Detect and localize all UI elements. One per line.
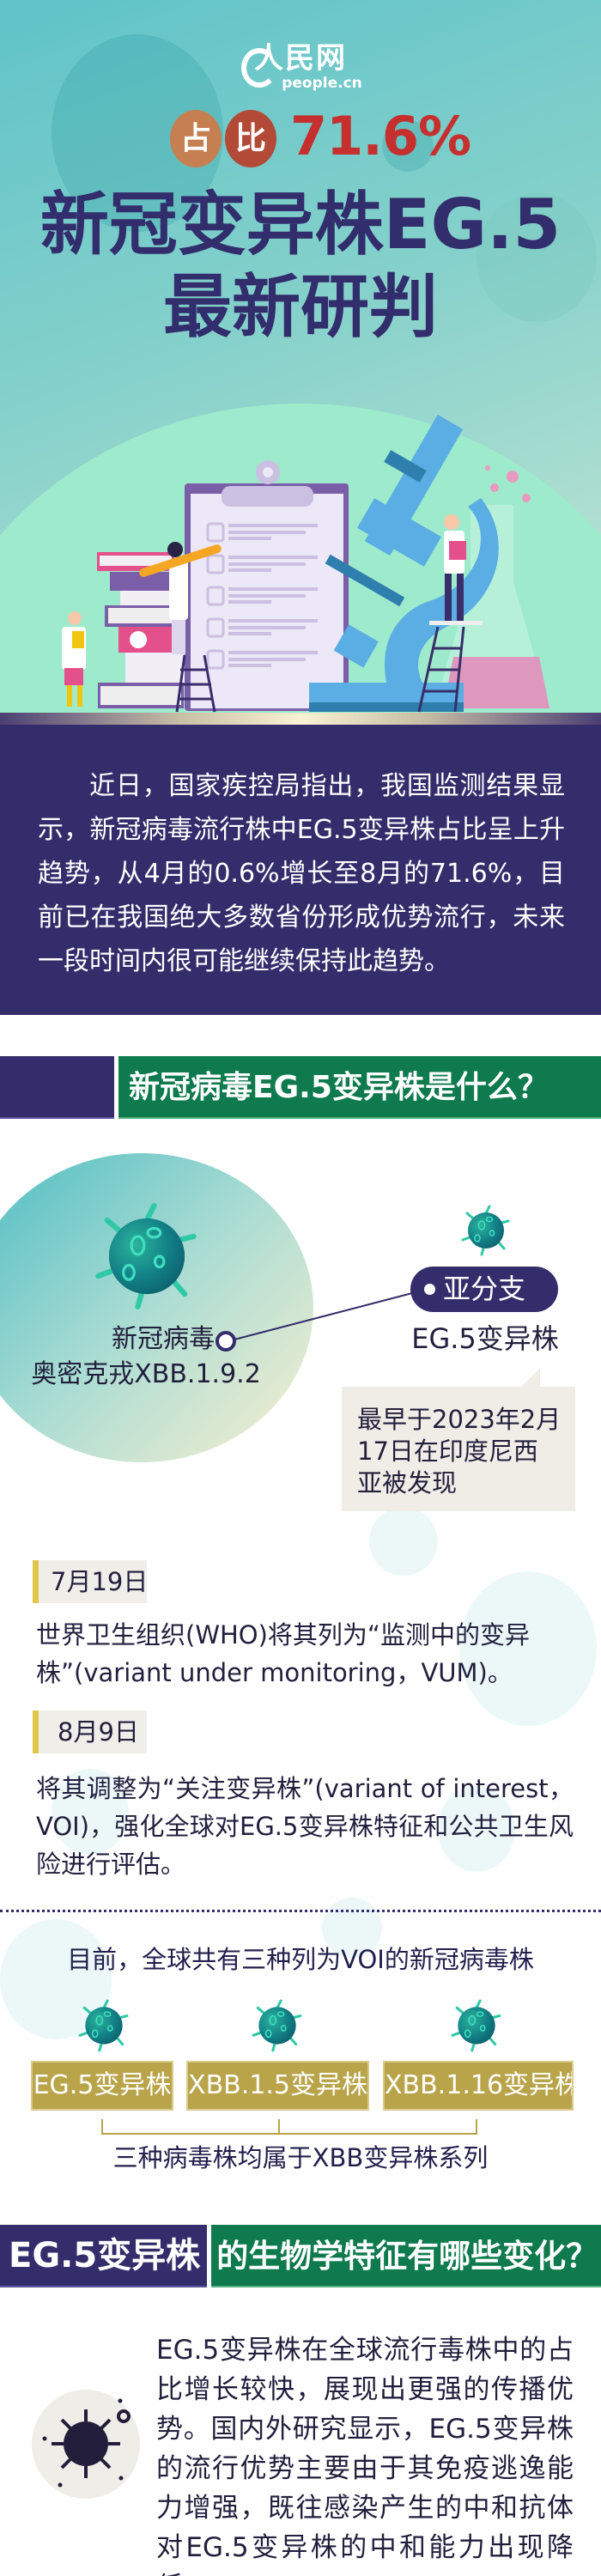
timeline-date: 7月19日 xyxy=(33,1560,148,1603)
page-title-line2: 最新研判 xyxy=(163,267,438,347)
subbranch-pill: 亚分支 xyxy=(410,1267,558,1312)
background-virus-icon xyxy=(438,1786,515,1872)
percentage-headline: 71.6% xyxy=(290,105,471,167)
intro-panel: 近日，国家疾控局指出，我国监测结果显示，新冠病毒流行株中EG.5变异株占比呈上升… xyxy=(0,725,601,1015)
timeline-text: 世界卫生组织(WHO)将其列为“监测中的变异株”(variant under m… xyxy=(36,1620,530,1687)
grouping-bracket xyxy=(101,2119,477,2135)
background-virus-icon xyxy=(382,120,434,172)
section-heading-what-is-eg5: 新冠病毒EG.5变异株是什么？ xyxy=(0,1056,601,1119)
virus-icon xyxy=(77,1999,131,2052)
timeline: 7月19日 世界卫生组织(WHO)将其列为“监测中的变异株”(variant u… xyxy=(33,1560,574,1883)
child-strain-label: EG.5变异株 xyxy=(411,1322,559,1355)
section-heading-biology: EG.5变异株 的生物学特征有哪些变化？ xyxy=(0,2225,601,2287)
virus-icon-circle xyxy=(32,2390,140,2499)
voi-strain-box: XBB.1.16变异株 xyxy=(383,2061,574,2111)
voi-intro-text: 目前，全球共有三种列为VOI的新冠病毒株 xyxy=(67,1945,534,1974)
heading-gap xyxy=(114,1056,118,1119)
voi-strain-box: XBB.1.5变异株 xyxy=(186,2061,369,2111)
biology-text: EG.5变异株在全球流行毒株中的占比增长较快，展现出更强的传播优势。国内外研究显… xyxy=(156,2335,574,2576)
section-heading-text: 新冠病毒EG.5变异株是什么？ xyxy=(118,1056,601,1119)
lab-illustration xyxy=(0,404,601,714)
page-title-line1: 新冠变异株EG.5 xyxy=(39,185,562,264)
divider-strip xyxy=(0,713,601,725)
timeline-date: 8月9日 xyxy=(33,1710,147,1753)
people-logo-icon xyxy=(241,48,277,88)
scientist-figure xyxy=(62,611,86,707)
logo-text-en: people.cn xyxy=(282,75,362,92)
parent-strain-circle xyxy=(0,1153,313,1462)
heading-accent-block xyxy=(0,1056,114,1119)
virus-icon xyxy=(251,1999,304,2052)
background-virus-icon xyxy=(459,1571,597,1726)
virus-icon xyxy=(450,1999,503,2052)
hero-banner: 人民网 people.cn 占 比 71.6% 新冠变异株EG.5 最新研判 xyxy=(0,0,601,726)
logo-text-cn: 人民网 xyxy=(254,41,347,76)
badge-char: 比 xyxy=(225,110,276,167)
connector-line xyxy=(216,1292,413,1352)
section-heading-right: 的生物学特征有哪些变化？ xyxy=(211,2225,601,2287)
callout-pointer xyxy=(519,1368,540,1388)
background-virus-icon xyxy=(477,193,597,322)
scientist-figure xyxy=(139,542,222,654)
intro-text: 近日，国家疾控局指出，我国监测结果显示，新冠病毒流行株中EG.5变异株占比呈上升… xyxy=(38,771,565,976)
virus-icon xyxy=(460,1205,512,1256)
background-virus-icon xyxy=(369,1507,438,1576)
logo: 人民网 people.cn xyxy=(0,34,601,92)
voi-strain-box: EG.5变异株 xyxy=(31,2061,173,2111)
timeline-text: 将其调整为“关注变异株”(variant of interest，VOI)，强化… xyxy=(36,1774,574,1879)
badge-char: 占 xyxy=(170,110,222,167)
bullet-dot-icon xyxy=(424,1284,435,1295)
section-heading-left: EG.5变异株 xyxy=(0,2225,208,2287)
virus-icon xyxy=(42,2398,131,2488)
scientist-figure xyxy=(444,514,466,621)
background-virus-icon xyxy=(322,1898,382,1958)
heading-gap xyxy=(207,2225,212,2287)
voi-caption: 三种病毒株均属于XBB变异株系列 xyxy=(112,2143,489,2172)
parent-strain-name: 奥密克戎XBB.1.9.2 xyxy=(31,1359,261,1389)
subbranch-label: 亚分支 xyxy=(443,1273,526,1305)
discovery-callout: 最早于2023年2月17日在印度尼西亚被发现 xyxy=(342,1387,575,1511)
parent-strain-label: 新冠病毒 xyxy=(112,1324,215,1354)
background-virus-icon xyxy=(52,1769,129,1855)
dotted-divider xyxy=(0,1910,601,1912)
